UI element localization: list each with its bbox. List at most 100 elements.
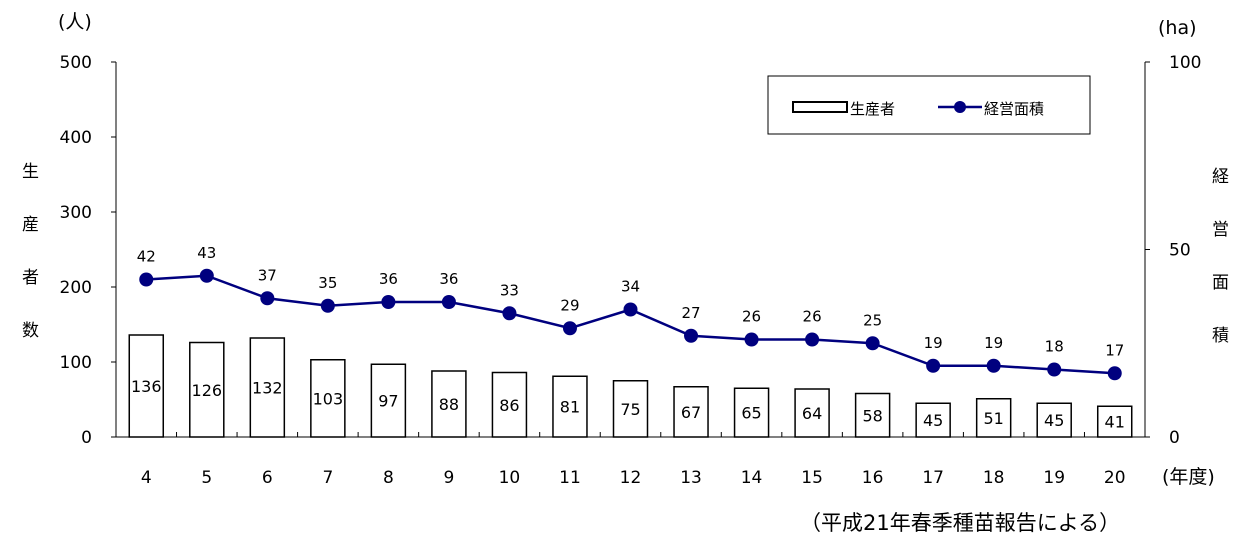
bar: [491, 371, 528, 438]
area-value-label: 42: [137, 248, 156, 266]
left-axis-unit: (人): [58, 11, 92, 33]
x-tick-label: 11: [559, 468, 581, 488]
area-value-label: 29: [560, 296, 579, 314]
bar: [915, 402, 951, 438]
bar-value-label: 86: [499, 396, 519, 415]
area-value-label: 19: [924, 334, 943, 352]
right-tick-label: 100: [1169, 53, 1201, 73]
bar-series: 136 126 132 103 97 88 86 81 75 67 65 64 58 45 51 45 41: [128, 334, 1133, 438]
bar-value-label: 45: [1044, 411, 1064, 430]
area-value-label: 18: [1045, 338, 1064, 356]
left-tick-label: 500: [60, 53, 92, 73]
bar: [370, 363, 407, 438]
left-axis-title-char: 産: [22, 215, 39, 235]
area-point: [320, 298, 335, 313]
area-value-label: 37: [258, 266, 277, 284]
area-value-label: 26: [742, 308, 761, 326]
bar-value-label: 67: [681, 403, 701, 422]
line-series: 42 43 37 35 36 36 33 29 34 27 26 26 25 19 19 18 17: [137, 244, 1124, 381]
area-point: [441, 295, 456, 309]
right-axis-title-char: 積: [1212, 326, 1229, 346]
x-tick-label: 16: [862, 468, 884, 488]
bar: [673, 386, 709, 438]
x-axis-label: (年度): [1162, 466, 1215, 488]
area-point: [199, 268, 214, 283]
left-tick-label: 400: [60, 128, 92, 148]
area-point: [1107, 366, 1122, 381]
bar-value-label: 88: [439, 395, 459, 414]
bar: [794, 388, 830, 438]
left-tick-label: 0: [81, 428, 92, 448]
area-value-label: 17: [1105, 341, 1124, 359]
area-value-label: 36: [379, 270, 398, 288]
left-axis-title-char: 生: [22, 162, 39, 182]
left-axis-title-char: 数: [22, 321, 39, 341]
bar-value-label: 41: [1105, 413, 1125, 432]
bar: [431, 370, 467, 438]
right-axis-title-char: 営: [1212, 220, 1229, 240]
x-tick-label: 20: [1104, 468, 1126, 488]
x-tick-label: 5: [201, 468, 212, 488]
bar: [310, 359, 346, 438]
left-tick-label: 300: [60, 203, 92, 223]
x-tick-label: 9: [443, 468, 454, 488]
area-value-label: 35: [318, 274, 337, 292]
area-point: [139, 272, 154, 287]
area-point: [562, 321, 577, 336]
bar: [733, 387, 770, 438]
left-axis-title-char: 者: [22, 268, 39, 288]
bar-value-label: 51: [983, 409, 1003, 428]
area-value-label: 36: [439, 270, 458, 288]
left-tick-label: 200: [60, 278, 92, 298]
x-tick-label: 12: [620, 468, 642, 488]
right-axis-title: 経営面積: [1212, 167, 1229, 346]
bar-value-label: 126: [192, 381, 223, 400]
left-axis-ticks: 0 100 200 300 400 500: [60, 53, 116, 448]
bar-value-label: 65: [741, 404, 761, 423]
area-value-label: 43: [197, 244, 216, 262]
x-tick-label: 8: [383, 468, 394, 488]
bar: [612, 380, 649, 438]
area-point: [926, 358, 941, 373]
area-value-label: 33: [500, 281, 519, 299]
right-tick-label: 0: [1169, 428, 1180, 448]
area-point: [744, 332, 759, 347]
bar-value-label: 58: [862, 406, 882, 425]
area-point: [502, 306, 517, 321]
x-tick-label: 7: [322, 468, 333, 488]
bar: [552, 375, 588, 438]
bar-value-label: 81: [560, 398, 580, 417]
x-tick-label: 4: [141, 468, 152, 488]
area-value-label: 19: [984, 334, 1003, 352]
bar: [1096, 405, 1133, 438]
x-tick-label: 18: [983, 468, 1005, 488]
area-point: [260, 291, 275, 306]
x-tick-label: 15: [801, 468, 823, 488]
legend-line-marker: [954, 101, 966, 113]
area-value-label: 25: [863, 311, 882, 329]
area-value-label: 26: [803, 308, 822, 326]
bar: [128, 334, 165, 438]
bar-value-label: 136: [131, 377, 162, 396]
x-tick-label: 17: [922, 468, 944, 488]
left-tick-label: 100: [60, 353, 92, 373]
bar-value-label: 97: [378, 392, 398, 411]
legend-line-label: 経営面積: [984, 100, 1044, 118]
right-axis-title-char: 面: [1212, 273, 1229, 293]
bar-value-label: 64: [802, 404, 822, 423]
area-value-label: 27: [681, 304, 700, 322]
source-note: （平成21年春季種苗報告による）: [800, 511, 1120, 535]
area-point: [684, 328, 699, 343]
bar-value-label: 103: [313, 389, 344, 408]
bar: [1036, 402, 1072, 438]
area-point: [986, 358, 1001, 373]
bar-value-label: 45: [923, 411, 943, 430]
x-tick-label: 14: [741, 468, 763, 488]
x-tick-label: 6: [262, 468, 273, 488]
legend-bar-label: 生産者: [850, 100, 895, 118]
bar: [975, 398, 1012, 438]
x-axis-ticks: 4 5 6 7 8 9 10 11 12 13 14 15 16 17 18 19 20: [115, 432, 1146, 488]
bar: [189, 341, 225, 438]
